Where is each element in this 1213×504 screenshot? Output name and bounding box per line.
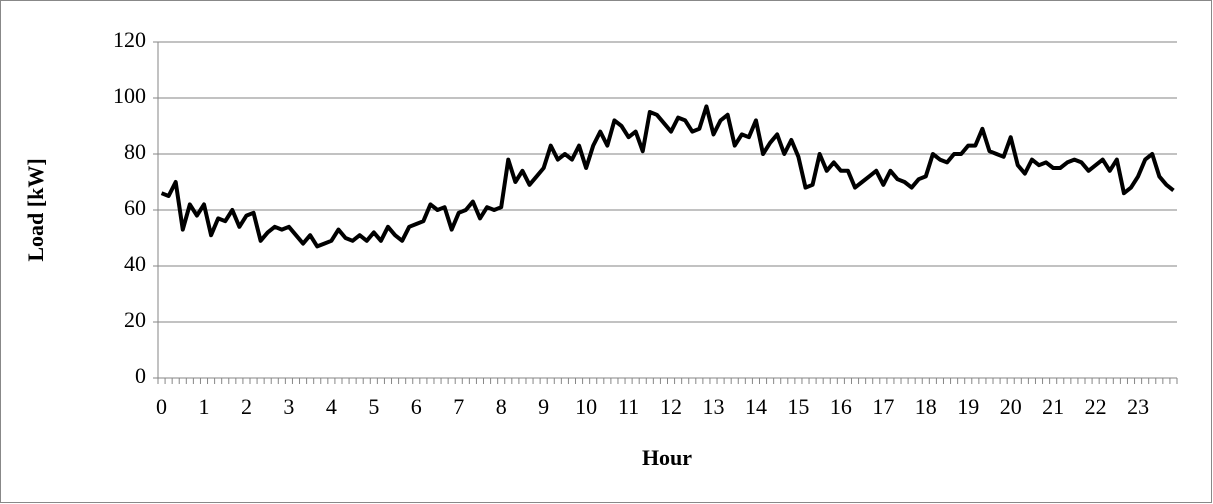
x-tick-label: 7 <box>453 394 464 419</box>
x-tick-label: 12 <box>660 394 682 419</box>
data-line <box>160 104 1175 249</box>
x-tick-label: 5 <box>368 394 379 419</box>
x-tick-label: 18 <box>915 394 937 419</box>
x-tick-label: 13 <box>702 394 724 419</box>
x-tick-label: 22 <box>1085 394 1107 419</box>
y-tick-label: 20 <box>124 307 146 332</box>
x-tick-label: 20 <box>1000 394 1022 419</box>
x-tick-label: 17 <box>872 394 894 419</box>
x-tick-label: 14 <box>745 394 767 419</box>
y-tick-label: 100 <box>113 83 146 108</box>
x-tick-label: 2 <box>241 394 252 419</box>
x-tick-label: 9 <box>538 394 549 419</box>
y-tick-label: 60 <box>124 195 146 220</box>
x-tick-label: 1 <box>198 394 209 419</box>
x-tick-label: 0 <box>156 394 167 419</box>
y-axis-label: Load [kW] <box>23 158 48 261</box>
y-tick-label: 40 <box>124 251 146 276</box>
x-tick-label: 4 <box>326 394 337 419</box>
y-tick-label: 0 <box>135 363 146 388</box>
x-tick-label: 6 <box>411 394 422 419</box>
x-tick-label: 15 <box>787 394 809 419</box>
x-tick-label: 3 <box>283 394 294 419</box>
x-tick-label: 10 <box>575 394 597 419</box>
x-tick-label: 23 <box>1127 394 1149 419</box>
x-tick-label: 8 <box>496 394 507 419</box>
y-tick-label: 120 <box>113 27 146 52</box>
x-tick-label: 21 <box>1042 394 1064 419</box>
y-tick-label: 80 <box>124 139 146 164</box>
x-tick-label: 19 <box>957 394 979 419</box>
x-tick-label: 11 <box>618 394 639 419</box>
x-tick-label: 16 <box>830 394 852 419</box>
x-axis-label: Hour <box>642 445 692 470</box>
